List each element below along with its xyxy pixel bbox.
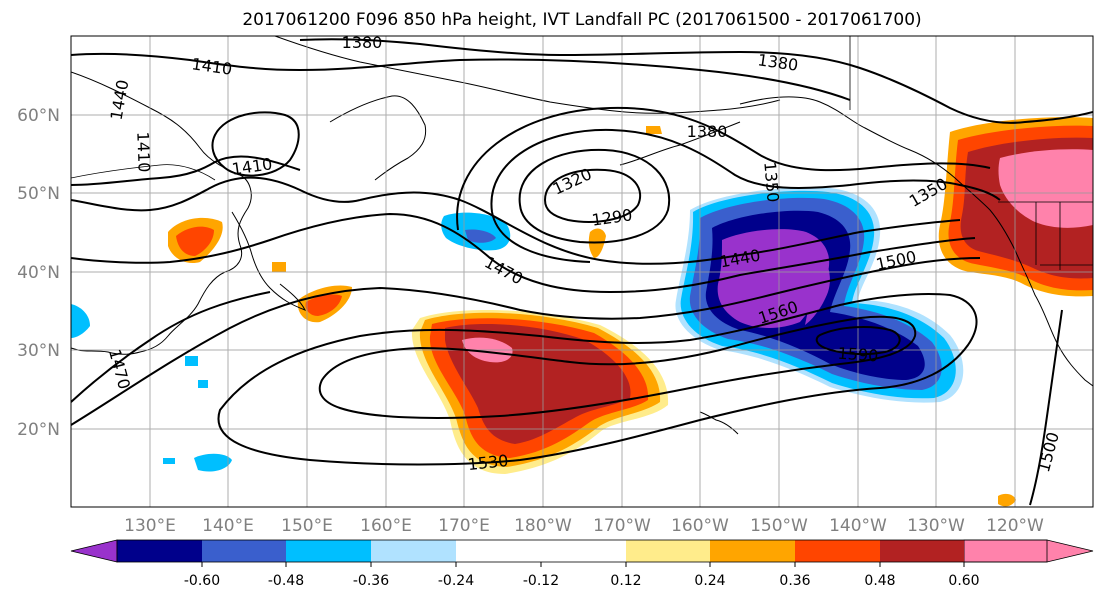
contour-1290 (543, 168, 642, 223)
colorbar-segment (541, 540, 626, 562)
contour-1470 (71, 212, 976, 294)
coastline-siberia (274, 36, 781, 114)
colorbar-segment (202, 540, 286, 562)
lat-label: 20°N (17, 420, 60, 440)
lon-label: 150°E (281, 516, 333, 536)
lat-label: 30°N (17, 341, 60, 361)
contour-label: 1380 (687, 122, 728, 141)
contour-1380 (456, 106, 991, 231)
shade-pos-small-1 (272, 262, 286, 272)
colorbar-tick-label: -0.48 (268, 573, 304, 589)
lon-label: 170°W (593, 516, 651, 536)
figure-title: 2017061200 F096 850 hPa height, IVT Land… (242, 10, 921, 30)
coastline-japan (231, 211, 307, 311)
lon-label: 140°E (202, 516, 254, 536)
map-frame (70, 35, 1094, 508)
contour-label: 1590 (837, 344, 879, 366)
contour-1440-west (71, 176, 361, 212)
colorbar-tick-label: 0.36 (779, 573, 810, 589)
lat-label: 50°N (17, 184, 60, 204)
contour-1500-east (1029, 309, 1063, 506)
contour-1530 (217, 293, 978, 466)
colorbar-segment (117, 540, 202, 562)
shade-neg-nw-inner (465, 229, 496, 243)
lon-label: 160°E (360, 516, 412, 536)
map-panel: 1380 1410 1440 1410 1410 1380 1380 1350 … (70, 33, 1094, 508)
shade-neg-west-edge (71, 304, 90, 338)
height-contours (71, 38, 1093, 506)
gridlines (71, 36, 1093, 507)
lat-label: 40°N (17, 263, 60, 283)
colorbar-tick-label: 0.60 (948, 573, 979, 589)
longitude-labels: 130°E 140°E 150°E 160°E 170°E 180°W 170°… (124, 516, 1044, 536)
contour-label: 1410 (133, 131, 153, 172)
colorbar-tick-label: -0.60 (184, 573, 220, 589)
shade-neg-small-2 (198, 380, 208, 388)
shade-pos-small-2 (646, 126, 662, 134)
coastline-kamchatka (329, 95, 427, 181)
colorbar-segment (456, 540, 541, 562)
colorbar: -0.60 -0.48 -0.36 -0.24 -0.12 0.12 0.24 … (70, 539, 1094, 589)
colorbar-tick-label: 0.48 (864, 573, 895, 589)
colorbar-tick-label: 0.12 (610, 573, 641, 589)
contour-1350 (490, 128, 1001, 213)
contour-1380-top (299, 38, 1093, 124)
lon-label: 180°W (514, 516, 572, 536)
colorbar-tick-label: -0.36 (353, 573, 389, 589)
colorbar-ticks (201, 562, 965, 567)
contour-1560 (318, 315, 917, 419)
coastline-asia (71, 71, 252, 355)
contour-1470-south (71, 291, 271, 403)
colorbar-extend-high (963, 539, 1094, 563)
lon-label: 150°W (750, 516, 808, 536)
shade-pos-small-4 (998, 493, 1016, 507)
contour-label: 1530 (467, 451, 509, 474)
colorbar-tick-label: -0.24 (438, 573, 474, 589)
shade-neg-small-3 (163, 458, 175, 464)
colorbar-segment (795, 540, 880, 562)
colorbar-frame (116, 539, 1048, 563)
colorbar-segment (880, 540, 964, 562)
shade-neg-purple-2 (805, 232, 830, 325)
latitude-labels: 60°N 50°N 40°N 30°N 20°N (17, 106, 60, 440)
lat-label: 60°N (17, 106, 60, 126)
colorbar-tick-label: -0.12 (523, 573, 559, 589)
lon-label: 140°W (829, 516, 887, 536)
contour-1320 (518, 148, 671, 244)
shade-neg-hawaii-w (194, 453, 232, 472)
lon-label: 120°W (986, 516, 1044, 536)
lon-label: 160°W (671, 516, 729, 536)
contour-1410-top (71, 52, 851, 101)
colorbar-tick-label: 0.24 (694, 573, 725, 589)
contour-1350-close (491, 211, 591, 263)
contour-1440 (359, 191, 961, 265)
shade-neg-small-1 (185, 356, 198, 366)
shade-pos-korea-inner (176, 226, 214, 256)
lon-label: 130°W (907, 516, 965, 536)
contour-label: 1350 (760, 161, 782, 203)
gridlines-lat (71, 114, 1093, 430)
colorbar-segment (710, 540, 795, 562)
contour-1590 (815, 326, 901, 356)
colorbar-extend-low (70, 539, 118, 563)
border-us-states (1035, 202, 1093, 270)
shade-pos-coast-pink (998, 149, 1093, 228)
colorbar-segment (286, 540, 371, 562)
shade-pos-japan-inner (305, 294, 342, 316)
contour-label: 1380 (342, 33, 383, 52)
lon-label: 170°E (438, 516, 490, 536)
lon-label: 130°E (124, 516, 176, 536)
contour-1410-west (71, 155, 301, 186)
colorbar-segment (371, 540, 456, 562)
colorbar-segment (626, 540, 710, 562)
contour-1500 (71, 257, 981, 426)
